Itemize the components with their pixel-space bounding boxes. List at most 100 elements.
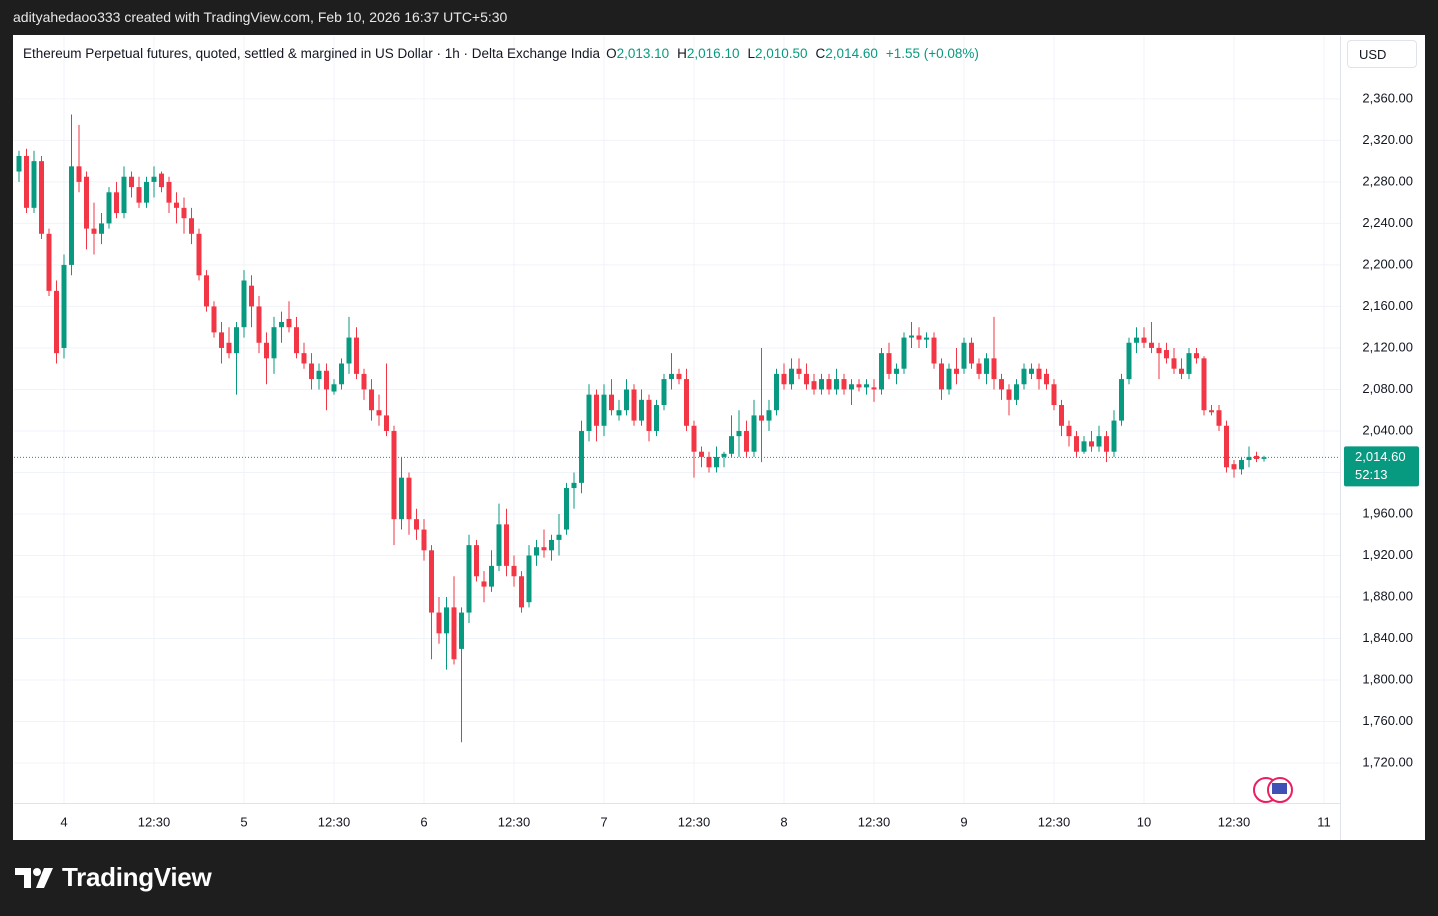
- x-tick-label: 12:30: [498, 814, 531, 829]
- candle-body: [556, 534, 562, 540]
- y-tick-label: 2,360.00: [1362, 90, 1413, 105]
- candle-body: [129, 176, 134, 188]
- candle-body: [594, 394, 599, 426]
- y-tick-label: 1,840.00: [1362, 630, 1413, 645]
- candle-body: [699, 451, 704, 457]
- candle-body: [766, 410, 772, 421]
- candle-body: [624, 389, 629, 411]
- x-tick-label: 11: [1317, 814, 1331, 829]
- candle-body: [759, 415, 764, 421]
- candle-body: [969, 342, 974, 364]
- countdown: 52:13: [1355, 467, 1388, 482]
- candle-body: [324, 370, 329, 390]
- candle-body: [61, 264, 67, 348]
- candle-body: [91, 228, 97, 234]
- candle-body: [541, 547, 547, 551]
- candle-body: [121, 176, 127, 214]
- candle-body: [294, 327, 299, 354]
- candle-body: [264, 342, 269, 359]
- currency-button[interactable]: USD: [1347, 40, 1417, 68]
- y-tick-label: 2,200.00: [1362, 256, 1413, 271]
- candle-body: [1119, 379, 1124, 421]
- candle-body: [571, 482, 577, 489]
- candle-body: [1044, 373, 1049, 385]
- legend-value: 2,013.10: [616, 46, 670, 61]
- candle-body: [204, 275, 209, 307]
- candle-body: [1036, 368, 1042, 380]
- legend-key: H: [677, 46, 687, 61]
- candle-body: [939, 363, 944, 390]
- y-tick-label: 1,800.00: [1362, 671, 1413, 686]
- legend-key: C: [815, 46, 826, 61]
- candle-body: [1059, 405, 1064, 426]
- candle-body: [856, 384, 862, 388]
- candle-body: [871, 387, 877, 390]
- candle-body: [166, 181, 172, 203]
- candle-body: [346, 337, 352, 364]
- candle-body: [669, 373, 674, 380]
- last-price-label: 2,014.60: [1355, 449, 1406, 464]
- candle-body: [661, 379, 667, 406]
- candle-body: [616, 410, 622, 416]
- candle-body: [1051, 384, 1057, 406]
- candle-body: [1216, 410, 1222, 426]
- candle-body: [1126, 342, 1132, 380]
- candle-body: [54, 290, 59, 354]
- candle-body: [811, 381, 817, 390]
- x-tick-label: 12:30: [318, 814, 351, 829]
- legend-value: 2,010.50: [754, 46, 808, 61]
- candle-body: [219, 332, 224, 348]
- x-tick-label: 12:30: [1218, 814, 1251, 829]
- chart-legend: Ethereum Perpetual futures, quoted, sett…: [23, 46, 979, 61]
- candle-body: [684, 379, 689, 426]
- candle-body: [1134, 337, 1139, 343]
- y-tick-label: 1,720.00: [1362, 754, 1413, 769]
- candle-body: [399, 477, 404, 520]
- candle-body: [69, 166, 74, 265]
- candle-body: [721, 453, 727, 457]
- candle-body: [159, 173, 164, 188]
- candle-body: [1089, 441, 1094, 447]
- candle-body: [639, 399, 644, 421]
- candle-body: [369, 389, 374, 411]
- candle-body: [1239, 460, 1244, 470]
- legend-value: 2,016.10: [686, 46, 740, 61]
- candle-body: [106, 192, 112, 224]
- candle-body: [1081, 441, 1087, 452]
- candle-body: [1149, 342, 1154, 348]
- candle-body: [729, 436, 734, 454]
- candle-body: [136, 187, 142, 203]
- candle-body: [114, 192, 119, 214]
- candle-body: [1029, 368, 1034, 374]
- candle-body: [916, 335, 922, 340]
- candle-body: [976, 363, 982, 374]
- candle-body: [391, 430, 397, 520]
- candle-body: [564, 488, 569, 530]
- candle-body: [174, 202, 179, 208]
- candle-body: [459, 612, 464, 649]
- candle-body: [354, 337, 359, 374]
- candle-body: [804, 373, 809, 385]
- candle-body: [1231, 464, 1237, 470]
- x-tick-label: 8: [780, 814, 787, 829]
- candle-body: [279, 322, 284, 328]
- candle-body: [316, 370, 322, 380]
- candle-body: [901, 337, 907, 369]
- logo-badge: [1253, 777, 1293, 803]
- y-tick-label: 2,160.00: [1362, 298, 1413, 313]
- candle-body: [249, 285, 254, 307]
- candle-body: [1104, 436, 1109, 452]
- candle-body: [286, 318, 292, 328]
- candle-body: [429, 550, 434, 613]
- legend-change: +1.55 (+0.08%): [885, 46, 979, 61]
- candle-body: [31, 161, 37, 208]
- candle-body: [1096, 436, 1102, 447]
- candle-body: [909, 335, 914, 338]
- y-tick-label: 2,240.00: [1362, 215, 1413, 230]
- candle-body: [451, 607, 457, 660]
- candle-body: [144, 181, 149, 203]
- candle-body: [226, 342, 232, 354]
- brand: TradingView: [62, 862, 212, 892]
- y-tick-label: 2,040.00: [1362, 422, 1413, 437]
